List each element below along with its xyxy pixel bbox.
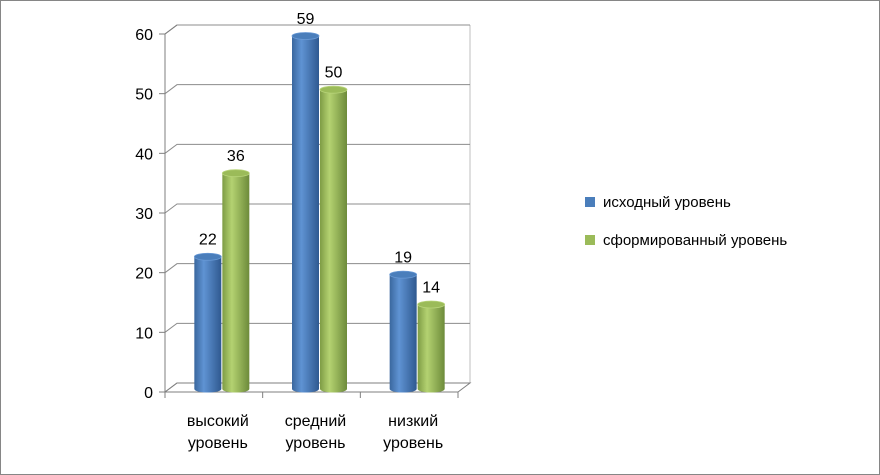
gridline	[164, 84, 470, 95]
y-tick-label: 50	[135, 87, 153, 104]
legend-label: исходный уровень	[603, 194, 731, 211]
legend-swatch	[585, 197, 595, 207]
x-category-label: низкий уровень	[383, 413, 443, 452]
data-label: 59	[297, 11, 315, 28]
bar-body	[417, 304, 445, 393]
bar	[389, 270, 418, 393]
legend-label: сформированный уровень	[603, 232, 787, 249]
bar-top	[319, 85, 348, 94]
bars	[193, 32, 446, 393]
bar-top	[291, 32, 320, 40]
y-axis-depth	[164, 24, 178, 35]
bar-body	[320, 89, 347, 393]
gridline	[164, 322, 470, 333]
legend-item: исходный уровень	[585, 194, 731, 211]
gridline	[164, 24, 470, 35]
y-tick-label: 20	[135, 266, 153, 283]
gridline	[164, 143, 470, 154]
bar-top	[221, 169, 250, 178]
gridline	[164, 263, 470, 274]
y-tick-label: 30	[135, 206, 153, 223]
x-axis: высокий уровень средний уровень низкий уровен…	[163, 382, 472, 452]
bar	[417, 300, 446, 393]
bar-body	[292, 35, 319, 393]
legend: исходный уровень сформированный уровень	[585, 194, 787, 249]
y-tick-label: 40	[135, 146, 153, 163]
gridline	[164, 203, 470, 214]
data-label: 19	[394, 250, 412, 267]
bar-top	[417, 300, 446, 309]
back-wall-top	[164, 24, 470, 35]
data-label: 22	[199, 232, 217, 249]
legend-item: сформированный уровень	[585, 232, 787, 249]
y-tick-label: 10	[135, 325, 153, 342]
bar	[193, 252, 222, 393]
y-axis: 0 10 20 30 40 50 60	[135, 24, 178, 402]
data-label: 14	[422, 279, 440, 296]
data-labels: 22 59 19 36 50 14	[199, 11, 440, 297]
y-tick-label: 0	[144, 385, 153, 402]
data-label: 36	[227, 148, 245, 165]
y-tick-label: 60	[135, 27, 153, 44]
bar-body	[222, 173, 250, 393]
bar-body	[194, 256, 222, 393]
bar	[319, 85, 348, 393]
bar	[291, 32, 320, 393]
bar	[221, 169, 250, 393]
legend-swatch	[585, 235, 595, 245]
bar-top	[389, 270, 418, 279]
bar-top	[193, 252, 222, 261]
x-category-label: средний уровень	[285, 413, 347, 452]
bar-body	[389, 274, 417, 393]
x-category-label: высокий уровень	[187, 413, 249, 452]
data-label: 50	[325, 65, 343, 82]
